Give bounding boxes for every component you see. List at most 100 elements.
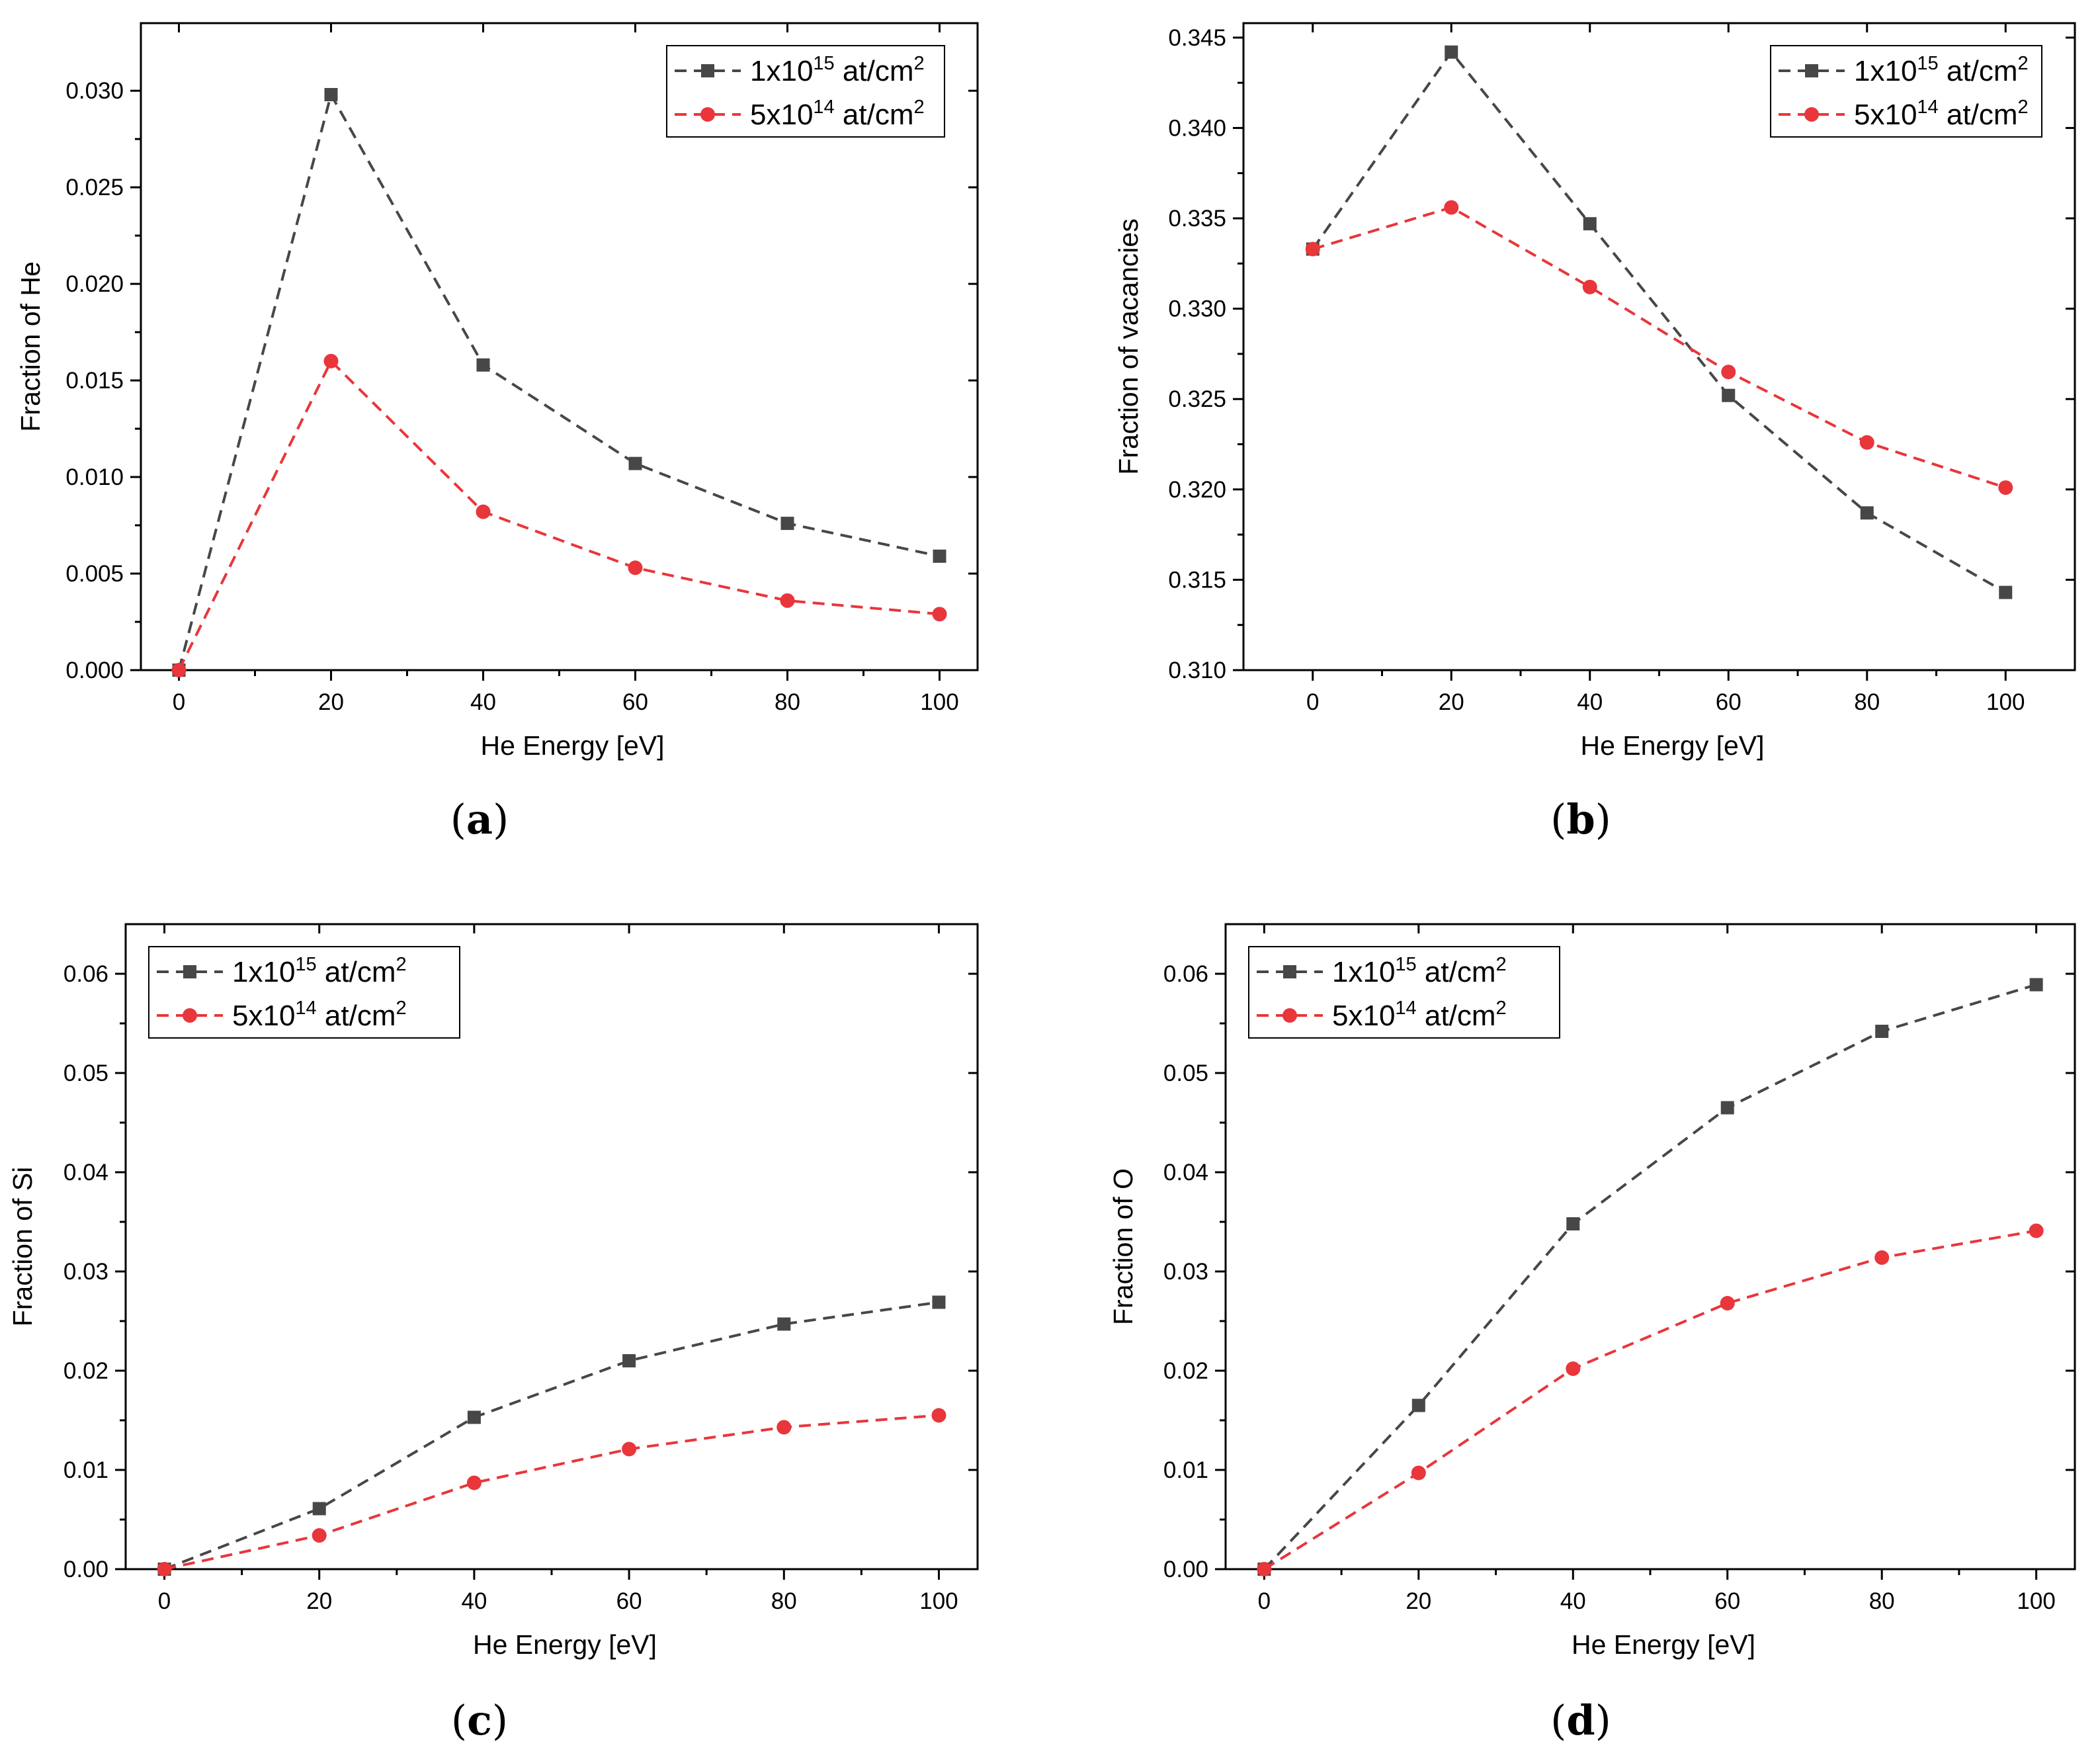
data-point-circle xyxy=(780,593,795,608)
legend-label-1: 1x1015 at/cm2 xyxy=(1332,954,1507,988)
y-tick-label: 0.00 xyxy=(63,1557,108,1582)
legend-text: at/cm xyxy=(835,99,914,131)
y-tick-label: 0.030 xyxy=(65,78,124,104)
legend-marker-circle xyxy=(183,1008,197,1023)
y-tick-label: 0.04 xyxy=(1163,1160,1208,1185)
series-line-1 xyxy=(163,1301,939,1570)
panel-label: (c) xyxy=(451,1696,508,1744)
x-tick-label: 40 xyxy=(1560,1588,1586,1614)
legend-sup: 2 xyxy=(913,53,924,74)
x-tick-label: 80 xyxy=(1854,689,1880,715)
legend-marker-square xyxy=(701,64,714,77)
x-tick-label: 80 xyxy=(1869,1588,1895,1614)
data-point-circle xyxy=(628,560,643,576)
data-point-circle xyxy=(312,1528,327,1543)
panel-label: (d) xyxy=(1550,1696,1611,1744)
legend-text: at/cm xyxy=(1417,956,1496,988)
legend-box xyxy=(148,946,460,1039)
data-point-square xyxy=(1411,1398,1425,1412)
legend-text: 5x10 xyxy=(232,1000,295,1032)
legend-label-1: 1x1015 at/cm2 xyxy=(1854,53,2029,87)
data-point-circle xyxy=(1305,241,1320,257)
data-point-square xyxy=(1720,1101,1734,1115)
panel-label-paren: ( xyxy=(450,795,466,843)
x-axis-label: He Energy [eV] xyxy=(473,1629,657,1660)
legend-label-2: 5x1014 at/cm2 xyxy=(232,998,407,1032)
y-tick-label: 0.330 xyxy=(1168,296,1226,322)
legend-text: 1x10 xyxy=(232,956,295,988)
x-tick-label: 100 xyxy=(920,689,958,715)
legend-sup: 2 xyxy=(2017,53,2028,74)
series-line-1 xyxy=(1263,983,2037,1570)
y-tick-label: 0.025 xyxy=(65,175,124,200)
data-point-square xyxy=(1583,217,1597,231)
legend-text: at/cm xyxy=(1939,55,2018,87)
data-point-square xyxy=(467,1410,481,1424)
data-point-circle xyxy=(1566,1361,1581,1376)
data-point-circle xyxy=(1582,279,1597,294)
data-point-square xyxy=(933,549,946,563)
x-tick-label: 80 xyxy=(775,689,800,715)
x-tick-label: 20 xyxy=(1439,689,1464,715)
legend-sup: 2 xyxy=(1495,954,1506,975)
x-tick-label: 0 xyxy=(173,689,185,715)
y-tick-label: 0.02 xyxy=(63,1358,108,1384)
data-point-square xyxy=(1860,506,1874,520)
x-tick-label: 20 xyxy=(318,689,344,715)
data-point-square xyxy=(312,1502,326,1516)
data-point-circle xyxy=(1257,1562,1272,1576)
x-tick-label: 40 xyxy=(461,1588,487,1614)
legend-sup: 2 xyxy=(396,954,406,975)
legend-marker-square xyxy=(183,965,196,978)
y-tick-label: 0.345 xyxy=(1168,25,1226,51)
y-tick-label: 0.01 xyxy=(1163,1457,1208,1483)
panel-a: 0 20 40 60 80 100 0.000 0.005 0.010 0.015 0.020 0.0… xyxy=(15,22,979,843)
y-tick-label: 0.05 xyxy=(1163,1060,1208,1086)
x-tick-label: 60 xyxy=(622,689,648,715)
panel-label-paren: ) xyxy=(1595,795,1611,843)
panel-label-paren: ) xyxy=(492,1696,508,1744)
legend-sup: 15 xyxy=(295,954,316,975)
legend-text: at/cm xyxy=(1417,1000,1496,1032)
y-axis-label: Fraction of O xyxy=(1108,1168,1138,1325)
x-tick-label: 60 xyxy=(1714,1588,1740,1614)
y-tick-label: 0.03 xyxy=(1163,1259,1208,1285)
legend-text: at/cm xyxy=(835,55,914,87)
panel-label-paren: ( xyxy=(1550,795,1566,843)
y-tick-label: 0.02 xyxy=(1163,1358,1208,1384)
x-axis-label: He Energy [eV] xyxy=(480,730,664,761)
data-point-square xyxy=(324,88,338,102)
y-tick-label: 0.340 xyxy=(1168,115,1226,141)
x-tick-label: 60 xyxy=(1716,689,1742,715)
panel-label: (b) xyxy=(1550,795,1611,843)
legend-text: 1x10 xyxy=(1332,956,1395,988)
legend-sup: 2 xyxy=(2017,97,2028,118)
legend-sup: 15 xyxy=(1395,954,1416,975)
legend-label-1: 1x1015 at/cm2 xyxy=(750,53,925,87)
x-tick-label: 100 xyxy=(1986,689,2025,715)
x-tick-label: 40 xyxy=(470,689,496,715)
data-point-square xyxy=(1722,388,1736,402)
y-tick-label: 0.06 xyxy=(63,961,108,987)
series-line-1 xyxy=(1312,50,2007,594)
data-point-circle xyxy=(2029,1223,2044,1238)
legend-sup: 14 xyxy=(1917,97,1938,118)
legend-label-2: 5x1014 at/cm2 xyxy=(1332,998,1507,1032)
y-axis-label: Fraction of Si xyxy=(7,1167,38,1327)
legend-text: 5x10 xyxy=(750,99,813,131)
legend-sup: 15 xyxy=(813,53,834,74)
panel-label-paren: ( xyxy=(451,1696,467,1744)
x-tick-label: 40 xyxy=(1577,689,1603,715)
data-point-circle xyxy=(1720,1296,1735,1310)
legend-box xyxy=(666,45,945,138)
y-tick-label: 0.06 xyxy=(1163,961,1208,987)
legend-sup: 14 xyxy=(813,97,834,118)
panel-label-paren: ( xyxy=(1550,1696,1566,1744)
data-point-square xyxy=(780,517,794,531)
panel-label-paren: ) xyxy=(1595,1696,1611,1744)
data-point-circle xyxy=(466,1475,482,1490)
x-tick-label: 0 xyxy=(158,1588,171,1614)
